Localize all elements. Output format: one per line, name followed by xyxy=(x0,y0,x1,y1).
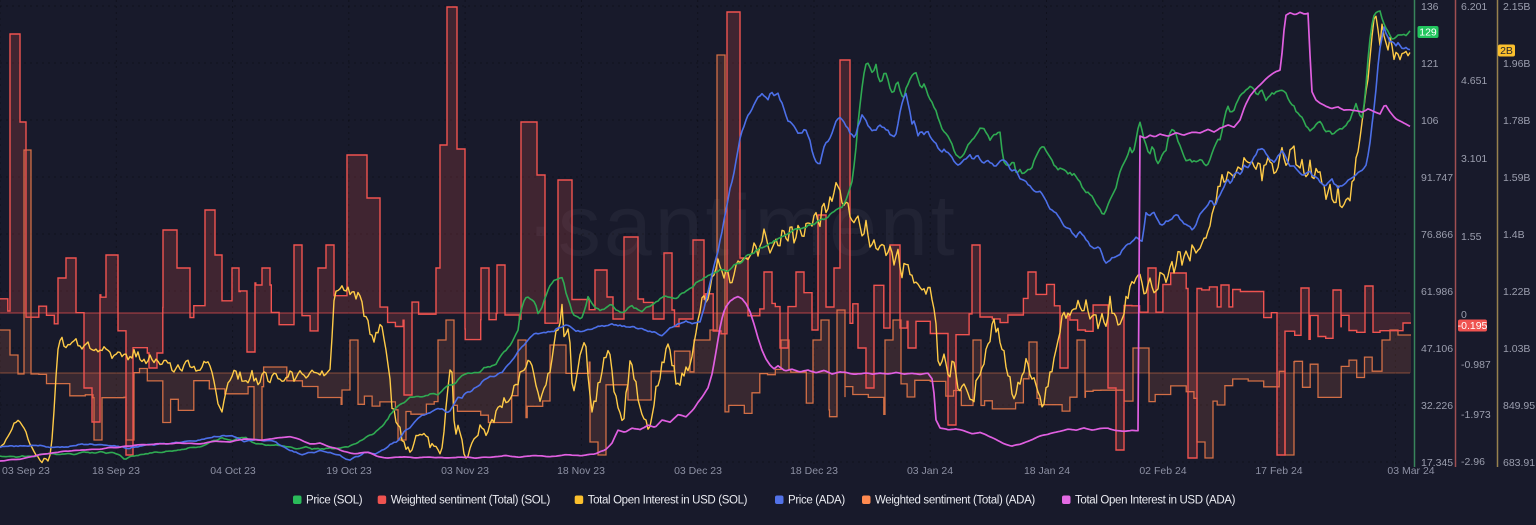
svg-text:02 Feb 24: 02 Feb 24 xyxy=(1139,465,1186,477)
svg-text:129: 129 xyxy=(1419,27,1437,39)
svg-text:1.03B: 1.03B xyxy=(1503,343,1530,355)
svg-text:17.345: 17.345 xyxy=(1421,457,1453,469)
svg-text:91.747: 91.747 xyxy=(1421,172,1453,184)
svg-text:47.106: 47.106 xyxy=(1421,343,1453,355)
svg-text:2B: 2B xyxy=(1500,45,1513,57)
svg-text:2.15B: 2.15B xyxy=(1503,1,1530,13)
svg-text:-2.96: -2.96 xyxy=(1461,456,1485,468)
svg-text:0: 0 xyxy=(1461,309,1467,321)
svg-text:18 Nov 23: 18 Nov 23 xyxy=(557,465,605,477)
svg-text:1.59B: 1.59B xyxy=(1503,172,1530,184)
svg-text:18 Sep 23: 18 Sep 23 xyxy=(92,465,140,477)
svg-text:76.866: 76.866 xyxy=(1421,229,1453,241)
svg-text:1.78B: 1.78B xyxy=(1503,115,1530,127)
svg-text:18 Jan 24: 18 Jan 24 xyxy=(1024,465,1070,477)
svg-text:03 Jan 24: 03 Jan 24 xyxy=(907,465,953,477)
svg-text:32.226: 32.226 xyxy=(1421,400,1453,412)
svg-text:61.986: 61.986 xyxy=(1421,286,1453,298)
svg-text:-1.973: -1.973 xyxy=(1461,409,1491,421)
svg-text:106: 106 xyxy=(1421,115,1439,127)
svg-text:1.96B: 1.96B xyxy=(1503,58,1530,70)
svg-text:Total Open Interest in USD (SO: Total Open Interest in USD (SOL) xyxy=(588,495,748,507)
svg-text:1.4B: 1.4B xyxy=(1503,229,1525,241)
svg-text:-0.195: -0.195 xyxy=(1458,320,1488,332)
svg-text:Price (SOL): Price (SOL) xyxy=(306,495,363,507)
svg-text:-0.987: -0.987 xyxy=(1461,359,1491,371)
svg-text:03 Mar 24: 03 Mar 24 xyxy=(1387,465,1434,477)
svg-text:3.101: 3.101 xyxy=(1461,153,1487,165)
svg-text:1.22B: 1.22B xyxy=(1503,286,1530,298)
svg-text:03 Sep 23: 03 Sep 23 xyxy=(2,465,50,477)
svg-text:1.55: 1.55 xyxy=(1461,231,1482,243)
svg-text:19 Oct 23: 19 Oct 23 xyxy=(326,465,372,477)
svg-text:4.651: 4.651 xyxy=(1461,75,1487,87)
svg-text:683.91M: 683.91M xyxy=(1503,457,1536,469)
svg-text:Weighted sentiment (Total) (SO: Weighted sentiment (Total) (SOL) xyxy=(391,495,551,507)
svg-text:03 Dec 23: 03 Dec 23 xyxy=(674,465,722,477)
svg-text:17 Feb 24: 17 Feb 24 xyxy=(1255,465,1302,477)
svg-text:Total Open Interest in USD (AD: Total Open Interest in USD (ADA) xyxy=(1075,495,1236,507)
svg-text:136: 136 xyxy=(1421,1,1439,13)
svg-text:6.201: 6.201 xyxy=(1461,1,1487,13)
svg-text:849.95M: 849.95M xyxy=(1503,400,1536,412)
svg-text:04 Oct 23: 04 Oct 23 xyxy=(210,465,256,477)
svg-text:Price (ADA): Price (ADA) xyxy=(788,495,845,507)
svg-text:Weighted sentiment (Total) (AD: Weighted sentiment (Total) (ADA) xyxy=(875,495,1035,507)
svg-text:18 Dec 23: 18 Dec 23 xyxy=(790,465,838,477)
svg-text:03 Nov 23: 03 Nov 23 xyxy=(441,465,489,477)
svg-text:121: 121 xyxy=(1421,58,1439,70)
